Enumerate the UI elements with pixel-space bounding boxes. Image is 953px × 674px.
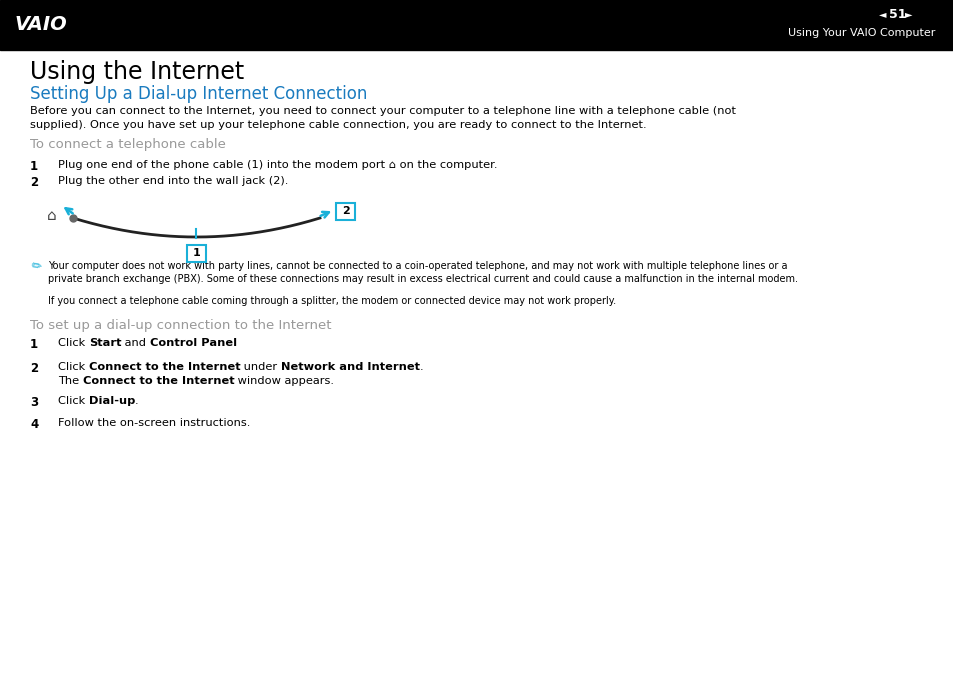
Text: Click: Click [58, 396, 89, 406]
Text: 51: 51 [888, 7, 905, 20]
Text: Connect to the Internet: Connect to the Internet [83, 376, 234, 386]
Text: To connect a telephone cable: To connect a telephone cable [30, 138, 226, 151]
Text: supplied). Once you have set up your telephone cable connection, you are ready t: supplied). Once you have set up your tel… [30, 120, 646, 130]
Text: Before you can connect to the Internet, you need to connect your computer to a t: Before you can connect to the Internet, … [30, 106, 735, 116]
Text: under: under [240, 362, 281, 372]
FancyBboxPatch shape [187, 245, 206, 262]
Text: Plug one end of the phone cable (1) into the modem port ⌂ on the computer.: Plug one end of the phone cable (1) into… [58, 160, 497, 170]
Text: To set up a dial-up connection to the Internet: To set up a dial-up connection to the In… [30, 319, 331, 332]
Text: ⌂: ⌂ [47, 208, 56, 224]
Text: 2: 2 [342, 206, 350, 216]
Text: ✏: ✏ [30, 259, 43, 274]
Text: Click: Click [58, 362, 89, 372]
Text: window appears.: window appears. [234, 376, 334, 386]
Text: 2: 2 [30, 176, 38, 189]
Text: .: . [135, 396, 139, 406]
Text: 2: 2 [30, 362, 38, 375]
Text: 4: 4 [30, 418, 38, 431]
Text: Using the Internet: Using the Internet [30, 60, 244, 84]
Text: Click: Click [58, 338, 89, 348]
Text: Network and Internet: Network and Internet [281, 362, 420, 372]
Text: The: The [58, 376, 83, 386]
Text: Using Your VAIO Computer: Using Your VAIO Computer [787, 28, 934, 38]
Text: ◄: ◄ [878, 9, 885, 19]
FancyBboxPatch shape [336, 202, 355, 220]
Text: Plug the other end into the wall jack (2).: Plug the other end into the wall jack (2… [58, 176, 288, 186]
Text: VAIO: VAIO [15, 16, 68, 34]
Text: 1: 1 [193, 248, 200, 258]
Text: ►: ► [904, 9, 911, 19]
Text: Dial-up: Dial-up [89, 396, 135, 406]
Text: 1: 1 [30, 160, 38, 173]
Bar [0, 0, 953, 50]
Text: Setting Up a Dial-up Internet Connection: Setting Up a Dial-up Internet Connection [30, 85, 367, 103]
Text: Follow the on-screen instructions.: Follow the on-screen instructions. [58, 418, 250, 428]
Text: Control Panel: Control Panel [150, 338, 237, 348]
Text: Start: Start [89, 338, 121, 348]
Text: If you connect a telephone cable coming through a splitter, the modem or connect: If you connect a telephone cable coming … [48, 296, 616, 306]
Text: and: and [121, 338, 150, 348]
Text: Connect to the Internet: Connect to the Internet [89, 362, 240, 372]
Text: .: . [420, 362, 423, 372]
Text: private branch exchange (PBX). Some of these connections may result in excess el: private branch exchange (PBX). Some of t… [48, 274, 797, 284]
Text: 3: 3 [30, 396, 38, 409]
Text: Your computer does not work with party lines, cannot be connected to a coin-oper: Your computer does not work with party l… [48, 261, 786, 271]
Text: 1: 1 [30, 338, 38, 351]
